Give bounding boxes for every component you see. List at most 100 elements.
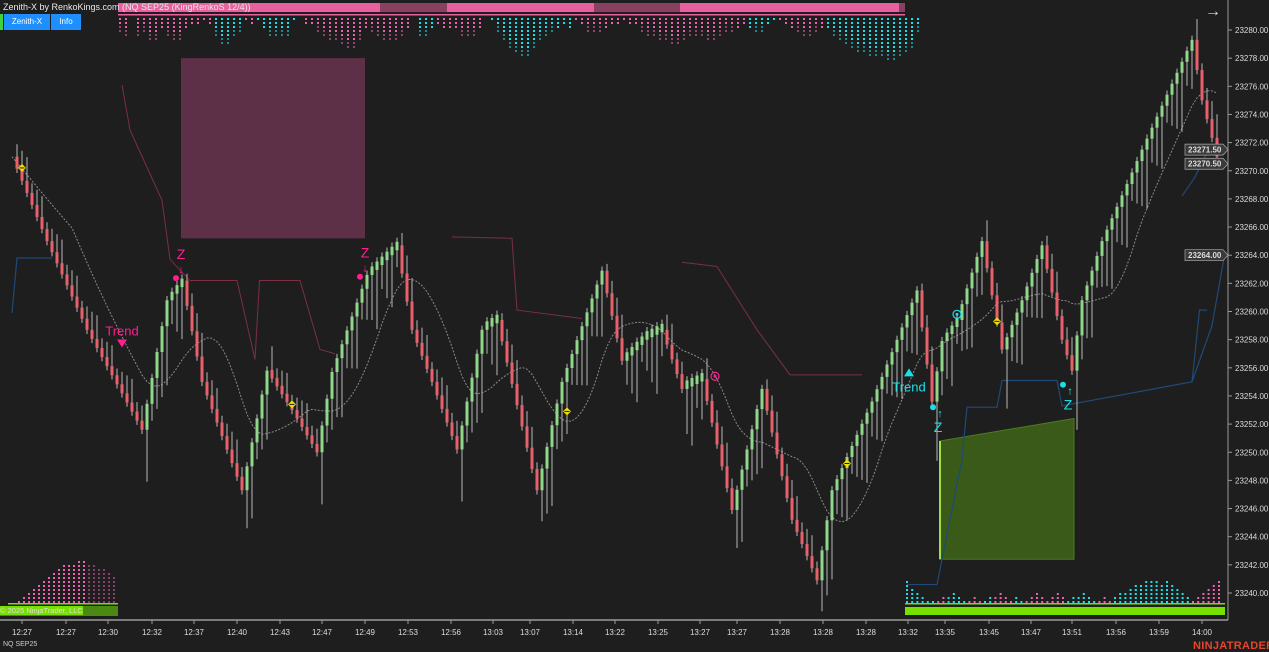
histogram-dot [479,18,481,20]
histogram-dot [73,601,75,603]
histogram-dot [932,601,934,603]
histogram-dot [305,18,307,20]
histogram-dot [119,22,121,24]
candle [1145,138,1149,150]
histogram-dot [845,38,847,40]
histogram-dot [695,26,697,28]
histogram-dot [1088,601,1090,603]
candle [305,426,309,436]
lower-stop-line [907,309,1207,586]
histogram-dot [491,18,493,20]
time-tick-label: 13:47 [1021,628,1042,637]
histogram-dot [857,38,859,40]
histogram-dot [1134,585,1137,587]
histogram-dot [1134,597,1137,599]
histogram-dot [143,26,145,28]
histogram-dot [677,18,679,20]
histogram-dot [791,18,793,20]
histogram-dot [665,26,667,28]
candle [260,394,264,419]
histogram-dot [467,18,469,20]
histogram-dot [521,46,523,48]
histogram-dot [1030,597,1033,599]
candle [665,329,669,345]
histogram-dot [1176,589,1179,591]
histogram-dot [329,18,331,20]
histogram-dot [455,18,457,20]
histogram-dot [503,34,505,36]
histogram-dot [533,26,535,28]
histogram-dot [1150,601,1153,603]
histogram-dot [68,589,70,591]
histogram-dot [73,585,75,587]
histogram-dot [875,34,877,36]
histogram-dot [551,30,553,32]
histogram-dot [905,34,907,36]
candle [555,403,559,426]
histogram-dot [68,581,70,583]
time-tick-label: 12:40 [227,628,248,637]
histogram-dot [527,22,529,24]
histogram-dot [63,565,65,567]
histogram-dot [98,601,100,603]
histogram-dot [557,18,559,20]
histogram-dot [93,601,95,603]
candle [1005,337,1009,350]
histogram-dot [999,593,1002,595]
candle [215,408,219,423]
histogram-dot [887,54,889,56]
histogram-dot [425,26,427,28]
histogram-dot [275,22,277,24]
histogram-dot [958,597,960,599]
histogram-dot [461,26,463,28]
histogram-dot [707,38,709,40]
histogram-dot [1218,589,1220,591]
info-button[interactable]: Info [51,14,81,30]
histogram-dot [88,589,90,591]
histogram-dot [449,18,451,20]
histogram-dot [989,597,992,599]
histogram-dot [545,22,547,24]
histogram-dot [1155,593,1158,595]
candle [785,476,789,498]
histogram-dot [917,26,919,28]
histogram-dot [73,593,75,595]
histogram-dot [905,18,907,20]
histogram-dot [719,34,721,36]
histogram-dot [1171,597,1174,599]
candle [80,307,84,319]
histogram-dot [1207,593,1210,595]
trend-bar [118,3,905,12]
zenith-x-button[interactable]: Zenith-X [4,14,50,30]
copyright-text: © 2025 NinjaTrader, LLC [0,606,83,615]
histogram-dot [137,22,139,24]
histogram-dot [63,573,65,575]
candle [525,426,529,448]
candle [35,204,39,217]
candle [1125,183,1129,196]
histogram-dot [38,597,40,599]
histogram-dot [83,561,85,563]
histogram-dot [1192,601,1194,603]
histogram-dot [1212,597,1215,599]
candle [590,298,594,313]
bear-zone [181,58,365,239]
histogram-dot [317,30,319,32]
histogram-dot [1015,601,1018,603]
histogram-dot [497,22,499,24]
histogram-dot [545,26,547,28]
histogram-dot [191,18,193,20]
arrow-right-icon[interactable]: → [1205,3,1221,20]
candle [550,425,554,447]
histogram-dot [677,26,679,28]
histogram-dot [1218,581,1220,583]
candle [370,266,374,275]
histogram-dot [952,593,955,595]
histogram-dot [143,18,145,20]
histogram-dot [533,38,535,40]
candle [155,352,159,378]
histogram-dot [521,42,523,44]
histogram-dot [365,22,367,24]
histogram-dot [359,30,361,32]
